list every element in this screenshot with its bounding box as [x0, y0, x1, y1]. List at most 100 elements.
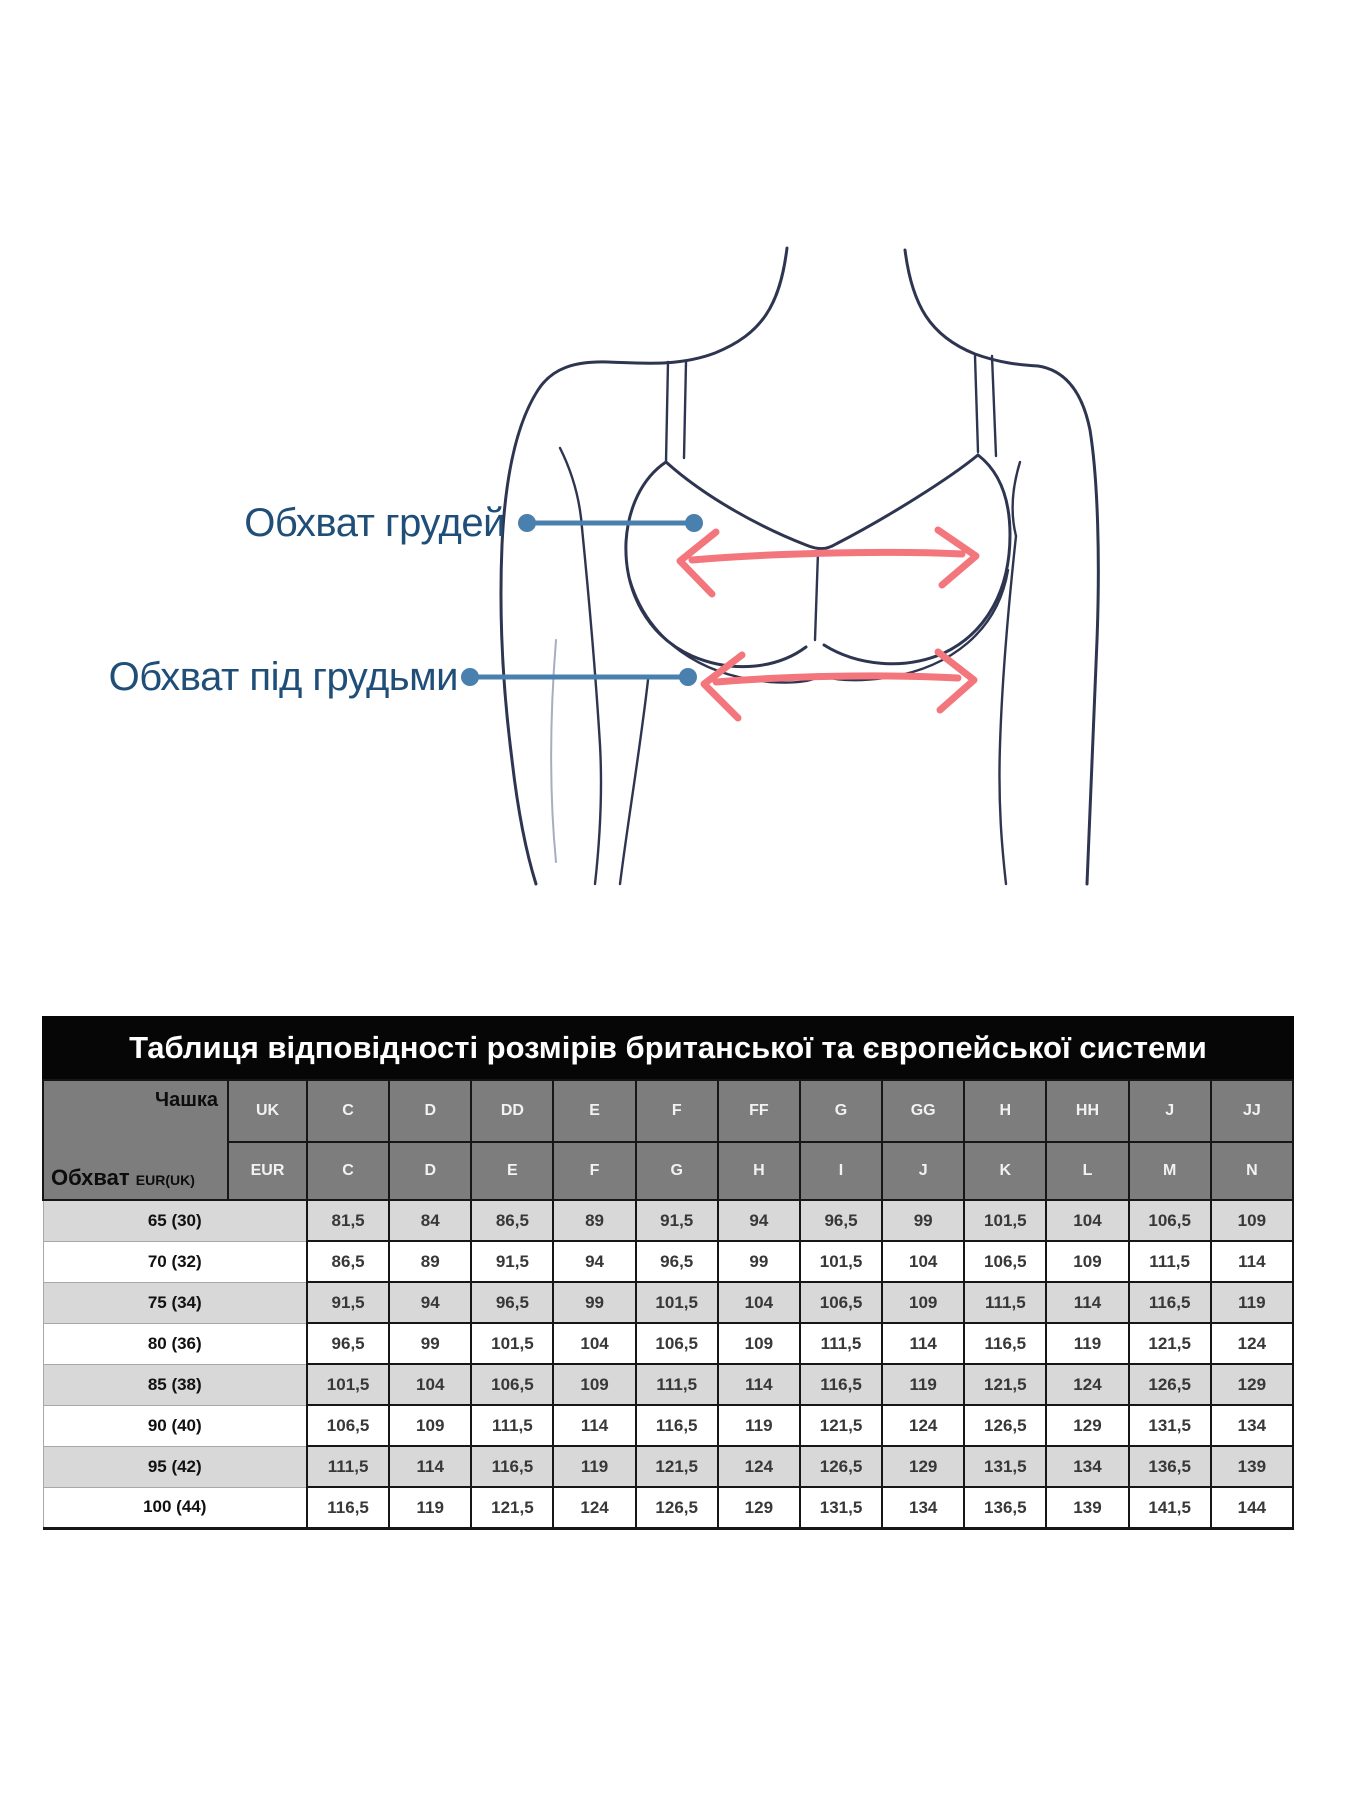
measurement-cell: 114: [1045, 1281, 1130, 1324]
band-size-label: 65 (30): [42, 1199, 308, 1242]
eur-cup-cell: F: [552, 1141, 637, 1201]
torso-left-outline: [499, 246, 789, 886]
left-strap-line-1: [664, 360, 670, 464]
measurement-cell: 104: [1045, 1199, 1130, 1242]
measurement-cell: 109: [552, 1363, 637, 1406]
measurement-cell: 119: [552, 1445, 637, 1488]
left-cup-outline: [624, 460, 808, 669]
left-strap-line-2: [682, 360, 688, 460]
size-row: 85 (38) 101,5 104 106,5 109 111,5 114 116,5 119 1…: [42, 1363, 1295, 1406]
measurement-cell: 124: [1209, 1322, 1295, 1365]
measurement-cell: 124: [552, 1486, 637, 1530]
measurement-cell: 116,5: [1127, 1281, 1212, 1324]
uk-cup-cell: E: [552, 1079, 637, 1143]
corner-band-label: Обхват EUR(UK): [51, 1165, 195, 1190]
corner-cup-label: Чашка: [155, 1089, 218, 1111]
measurement-cell: 116,5: [963, 1322, 1048, 1365]
measurement-cell: 99: [716, 1240, 801, 1283]
measurement-cell: 129: [1045, 1404, 1130, 1447]
measurement-cell: 104: [552, 1322, 637, 1365]
eur-system-label: EUR: [227, 1141, 308, 1201]
band-size-label: 80 (36): [42, 1322, 308, 1365]
measurement-cell: 101,5: [634, 1281, 719, 1324]
measurement-cell: 96,5: [305, 1322, 391, 1365]
eur-cup-cell: G: [634, 1141, 719, 1201]
eur-cup-cell: E: [470, 1141, 555, 1201]
measurement-cell: 99: [552, 1281, 637, 1324]
measurement-cell: 119: [881, 1363, 966, 1406]
uk-cup-cell: FF: [716, 1079, 801, 1143]
bust-arrow: [676, 526, 980, 598]
left-waist-line: [618, 678, 650, 886]
measurement-cell: 114: [388, 1445, 473, 1488]
measurement-cell: 94: [388, 1281, 473, 1324]
measurement-cell: 91,5: [470, 1240, 555, 1283]
right-strap-line-2: [990, 354, 998, 458]
size-chart: Таблиця відповідності розмірів британськ…: [42, 1016, 1295, 1530]
measurement-cell: 96,5: [634, 1240, 719, 1283]
measurement-cell: 121,5: [634, 1445, 719, 1488]
measurement-cell: 111,5: [634, 1363, 719, 1406]
measurement-cell: 124: [716, 1445, 801, 1488]
left-armpit-crease: [558, 446, 584, 530]
measurement-cell: 136,5: [1127, 1445, 1212, 1488]
measurement-cell: 109: [1045, 1240, 1130, 1283]
measurement-cell: 124: [881, 1404, 966, 1447]
measurement-cell: 101,5: [798, 1240, 884, 1283]
measurement-cell: 126,5: [798, 1445, 884, 1488]
measurement-cell: 104: [388, 1363, 473, 1406]
measurement-cell: 109: [1209, 1199, 1295, 1242]
measurement-cell: 136,5: [963, 1486, 1048, 1530]
measurement-cell: 106,5: [1127, 1199, 1212, 1242]
bust-callout-line: [518, 514, 703, 532]
measurement-cell: 106,5: [798, 1281, 884, 1324]
underbust-arrow: [700, 648, 978, 722]
underbust-measure-label: Обхват під грудьми: [108, 655, 459, 699]
eur-cup-cell: H: [716, 1141, 801, 1201]
measurement-cell: 126,5: [963, 1404, 1048, 1447]
uk-cup-cell: J: [1127, 1079, 1212, 1143]
measurement-cell: 129: [716, 1486, 801, 1530]
measurement-cell: 91,5: [634, 1199, 719, 1242]
measurement-cell: 121,5: [798, 1404, 884, 1447]
eur-cup-cell: L: [1045, 1141, 1130, 1201]
size-row: 80 (36) 96,5 99 101,5 104 106,5 109 111,5 114 116…: [42, 1322, 1295, 1365]
measurement-cell: 104: [881, 1240, 966, 1283]
measurement-cell: 114: [1209, 1240, 1295, 1283]
band-size-label: 75 (34): [42, 1281, 308, 1324]
measurement-cell: 114: [716, 1363, 801, 1406]
eur-cup-cell: K: [963, 1141, 1048, 1201]
measurement-cell: 134: [1209, 1404, 1295, 1447]
uk-cup-cell: HH: [1045, 1079, 1130, 1143]
uk-cup-cell: C: [305, 1079, 391, 1143]
size-row: 90 (40) 106,5 109 111,5 114 116,5 119 121,5 124 1…: [42, 1404, 1295, 1447]
measurement-cell: 116,5: [634, 1404, 719, 1447]
uk-cup-cell: JJ: [1209, 1079, 1295, 1143]
measurement-cell: 111,5: [963, 1281, 1048, 1324]
measurement-cell: 111,5: [305, 1445, 391, 1488]
measurement-cell: 99: [881, 1199, 966, 1242]
measurement-cell: 119: [716, 1404, 801, 1447]
measurement-cell: 101,5: [305, 1363, 391, 1406]
band-size-label: 90 (40): [42, 1404, 308, 1447]
measurement-cell: 121,5: [963, 1363, 1048, 1406]
measurement-cell: 131,5: [1127, 1404, 1212, 1447]
bust-measure-label: Обхват грудей: [244, 501, 505, 545]
measurement-cell: 106,5: [634, 1322, 719, 1365]
measurement-cell: 114: [881, 1322, 966, 1365]
measurement-cell: 116,5: [470, 1445, 555, 1488]
size-chart-table: Чашка Обхват EUR(UK) UK C D DD E F FF G GG H HH J J…: [42, 1079, 1295, 1530]
measurement-cell: 131,5: [798, 1486, 884, 1530]
measurement-cell: 106,5: [470, 1363, 555, 1406]
uk-cup-cell: F: [634, 1079, 719, 1143]
measurement-cell: 116,5: [305, 1486, 391, 1530]
measurement-cell: 119: [388, 1486, 473, 1530]
measurement-cell: 129: [1209, 1363, 1295, 1406]
eur-cup-cell: J: [881, 1141, 966, 1201]
measurement-cell: 139: [1045, 1486, 1130, 1530]
right-strap-line-1: [973, 354, 980, 454]
measurement-cell: 114: [552, 1404, 637, 1447]
measurement-cell: 106,5: [963, 1240, 1048, 1283]
eur-cup-cell: I: [798, 1141, 884, 1201]
